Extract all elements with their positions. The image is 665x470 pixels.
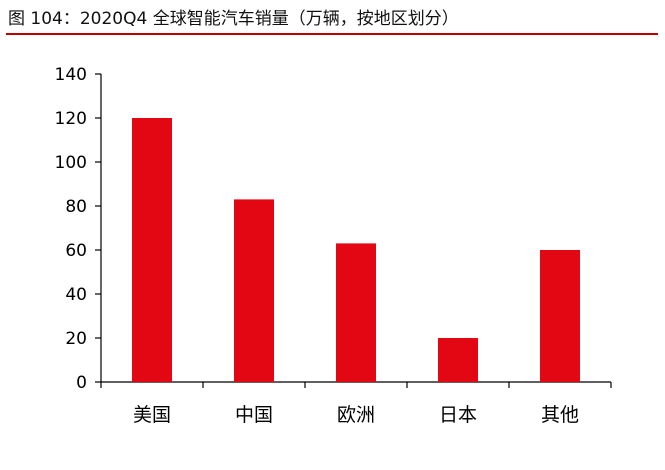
x-category-label: 日本 [439, 404, 477, 426]
bar-2 [234, 199, 274, 382]
x-category-label: 欧洲 [337, 404, 375, 426]
bar-5 [540, 250, 580, 382]
y-tick-label: 60 [65, 241, 87, 261]
title-divider [6, 33, 658, 35]
x-axis: 美国 中国 欧洲 日本 其他 [100, 381, 612, 426]
y-tick-label: 0 [76, 373, 87, 393]
y-tick-label: 40 [65, 285, 87, 305]
bar-4 [438, 338, 478, 382]
bar-series [132, 118, 580, 382]
y-tick-label: 140 [55, 65, 87, 85]
figure-title: 图 104：2020Q4 全球智能汽车销量（万辆，按地区划分） [8, 9, 459, 29]
y-axis: 0 20 40 60 80 100 120 140 [55, 65, 102, 393]
x-category-label: 其他 [541, 404, 579, 426]
x-category-label: 中国 [235, 404, 273, 426]
bar-1 [132, 118, 172, 382]
y-tick-label: 80 [65, 197, 87, 217]
x-category-label: 美国 [133, 404, 171, 426]
bar-3 [336, 243, 376, 382]
y-tick-label: 100 [55, 153, 87, 173]
y-tick-label: 120 [55, 109, 87, 129]
y-tick-label: 20 [65, 329, 87, 349]
